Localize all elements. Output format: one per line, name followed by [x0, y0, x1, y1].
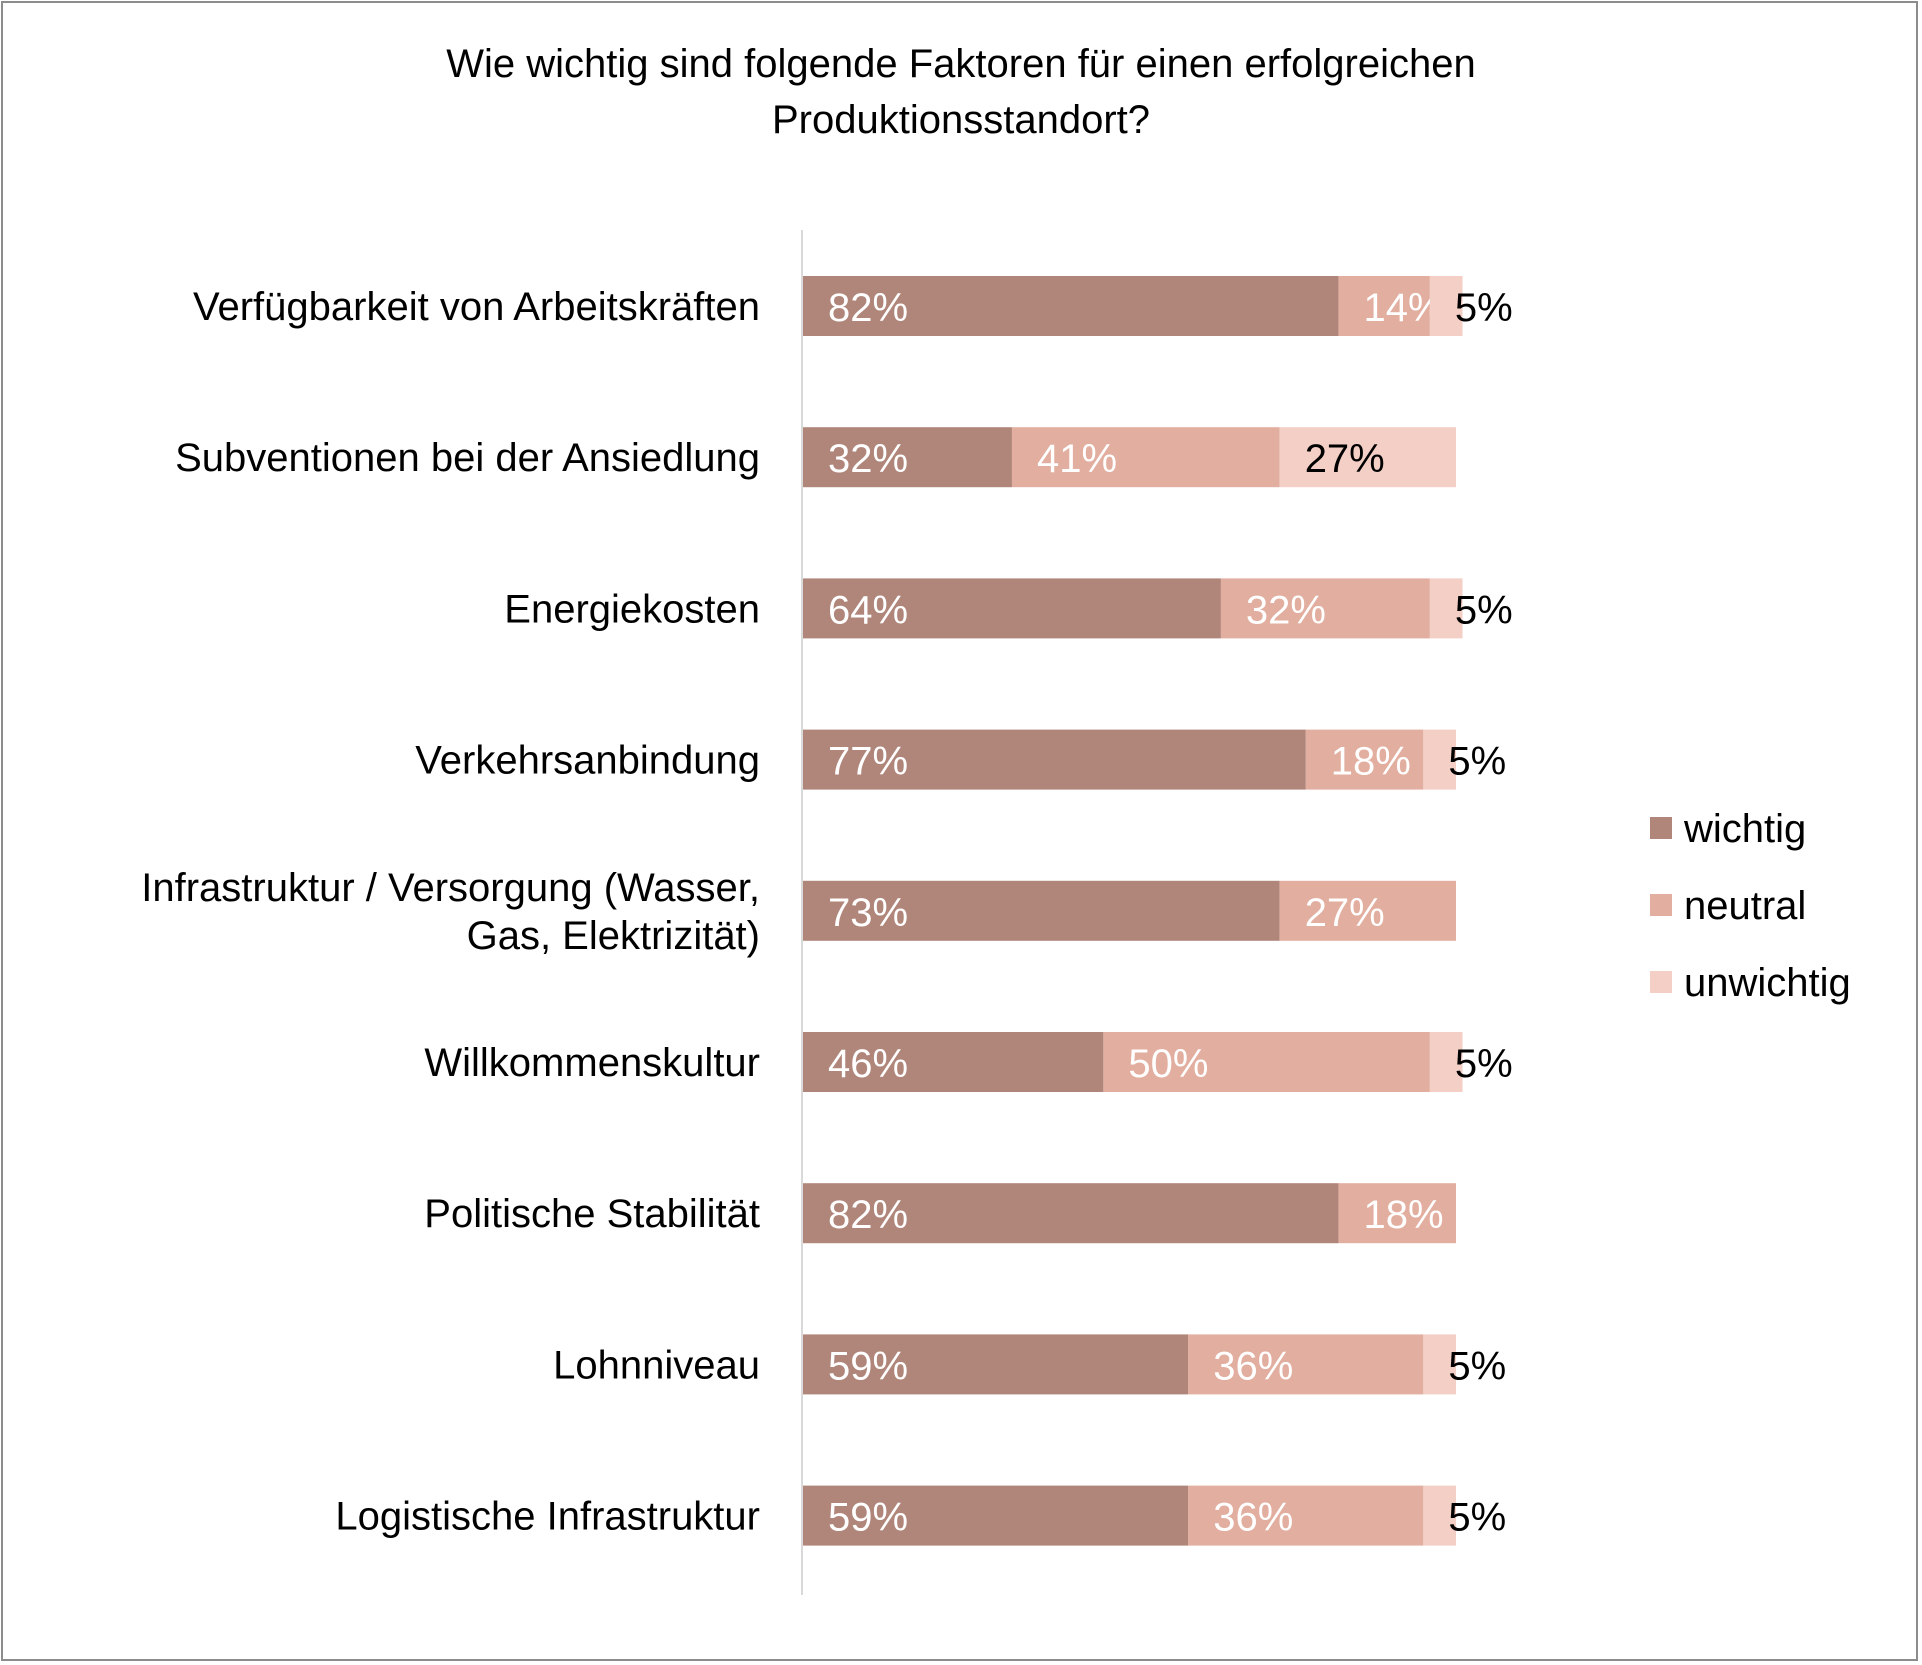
bar-segment-wichtig[interactable] [803, 427, 1012, 488]
bar-segment-unwichtig[interactable] [1429, 276, 1463, 336]
data-label-neutral: 50% [1128, 1042, 1208, 1086]
data-label-neutral: 27% [1305, 891, 1385, 935]
bar-segment-neutral[interactable] [1279, 880, 1456, 941]
data-label-unwichtig: 5% [1448, 740, 1506, 784]
bar-segment-unwichtig[interactable] [1429, 1032, 1463, 1092]
legend-swatch-neutral [1650, 894, 1672, 916]
data-label-wichtig: 46% [828, 1042, 908, 1086]
data-label-neutral: 32% [1246, 588, 1326, 632]
category-label: Infrastruktur / Versorgung (Wasser, Gas, … [141, 866, 760, 958]
data-label-wichtig: 77% [828, 740, 908, 784]
category-label-line: Politische Stabilität [424, 1192, 760, 1236]
bar-segment-wichtig[interactable] [803, 1485, 1189, 1546]
category-label-line: Gas, Elektrizität) [467, 914, 760, 958]
bar-segment-wichtig[interactable] [803, 1334, 1189, 1395]
legend-swatch-unwichtig [1650, 971, 1672, 993]
legend-label-wichtig: wichtig [1683, 807, 1806, 851]
bar-segment-neutral[interactable] [1188, 1334, 1424, 1395]
category-label-line: Willkommenskultur [424, 1041, 760, 1085]
data-label-wichtig: 59% [828, 1496, 908, 1540]
category-label-line: Energiekosten [504, 587, 760, 631]
category-label: Lohnniveau [553, 1343, 760, 1387]
data-label-neutral: 18% [1331, 740, 1411, 784]
chart-title-line-1: Wie wichtig sind folgende Faktoren für e… [446, 42, 1476, 86]
category-label-line: Subventionen bei der Ansiedlung [175, 436, 760, 480]
bar-segment-neutral[interactable] [1338, 276, 1430, 336]
category-label: Verfügbarkeit von Arbeitskräften [193, 285, 760, 329]
bar-segment-unwichtig[interactable] [1423, 1334, 1456, 1395]
data-label-neutral: 36% [1213, 1344, 1293, 1388]
bar-segment-unwichtig[interactable] [1429, 578, 1463, 639]
data-label-neutral: 41% [1037, 437, 1117, 481]
bar-segment-neutral[interactable] [1305, 729, 1424, 790]
chart-title: Wie wichtig sind folgende Faktoren für e… [0, 36, 1922, 148]
bar-segment-neutral[interactable] [1011, 427, 1280, 488]
category-label: Willkommenskultur [424, 1041, 760, 1085]
data-label-neutral: 18% [1363, 1193, 1443, 1237]
data-label-unwichtig: 5% [1455, 286, 1513, 330]
category-label-line: Logistische Infrastruktur [335, 1495, 760, 1539]
data-label-unwichtig: 27% [1305, 437, 1385, 481]
bar-segment-wichtig[interactable] [803, 578, 1221, 639]
data-label-unwichtig: 5% [1455, 1042, 1513, 1086]
legend-swatch-wichtig [1650, 817, 1672, 839]
bar-segment-neutral[interactable] [1338, 1183, 1456, 1244]
category-label-line: Lohnniveau [553, 1343, 760, 1387]
data-label-unwichtig: 5% [1448, 1496, 1506, 1540]
chart-title-line-2: Produktionsstandort? [771, 98, 1150, 142]
category-label-line: Verfügbarkeit von Arbeitskräften [193, 285, 760, 329]
data-label-wichtig: 73% [828, 891, 908, 935]
data-label-wichtig: 64% [828, 588, 908, 632]
data-label-wichtig: 59% [828, 1344, 908, 1388]
bar-segment-neutral[interactable] [1220, 578, 1430, 639]
bar-segment-wichtig[interactable] [803, 880, 1280, 941]
bar-segment-wichtig[interactable] [803, 729, 1306, 790]
category-label: Energiekosten [504, 587, 760, 631]
category-label: Politische Stabilität [424, 1192, 760, 1236]
category-label: Verkehrsanbindung [415, 739, 760, 783]
data-label-wichtig: 32% [828, 437, 908, 481]
legend-label-unwichtig: unwichtig [1684, 961, 1851, 1005]
data-label-unwichtig: 5% [1448, 1344, 1506, 1388]
bar-segment-unwichtig[interactable] [1279, 427, 1456, 488]
bar-segment-neutral[interactable] [1188, 1485, 1424, 1546]
data-label-neutral: 36% [1213, 1496, 1293, 1540]
category-label: Subventionen bei der Ansiedlung [175, 436, 760, 480]
legend-label-neutral: neutral [1684, 884, 1806, 928]
data-label-wichtig: 82% [828, 1193, 908, 1237]
bar-segment-neutral[interactable] [1103, 1032, 1430, 1092]
category-label-line: Infrastruktur / Versorgung (Wasser, [141, 866, 760, 910]
bar-segment-unwichtig[interactable] [1423, 1485, 1456, 1546]
bar-segment-wichtig[interactable] [803, 1183, 1339, 1244]
category-label: Logistische Infrastruktur [335, 1495, 760, 1539]
bar-segment-wichtig[interactable] [803, 276, 1339, 336]
data-label-unwichtig: 5% [1455, 588, 1513, 632]
data-label-wichtig: 82% [828, 286, 908, 330]
category-label-line: Verkehrsanbindung [415, 739, 760, 783]
bar-segment-unwichtig[interactable] [1423, 729, 1456, 790]
bar-segment-wichtig[interactable] [803, 1032, 1104, 1092]
